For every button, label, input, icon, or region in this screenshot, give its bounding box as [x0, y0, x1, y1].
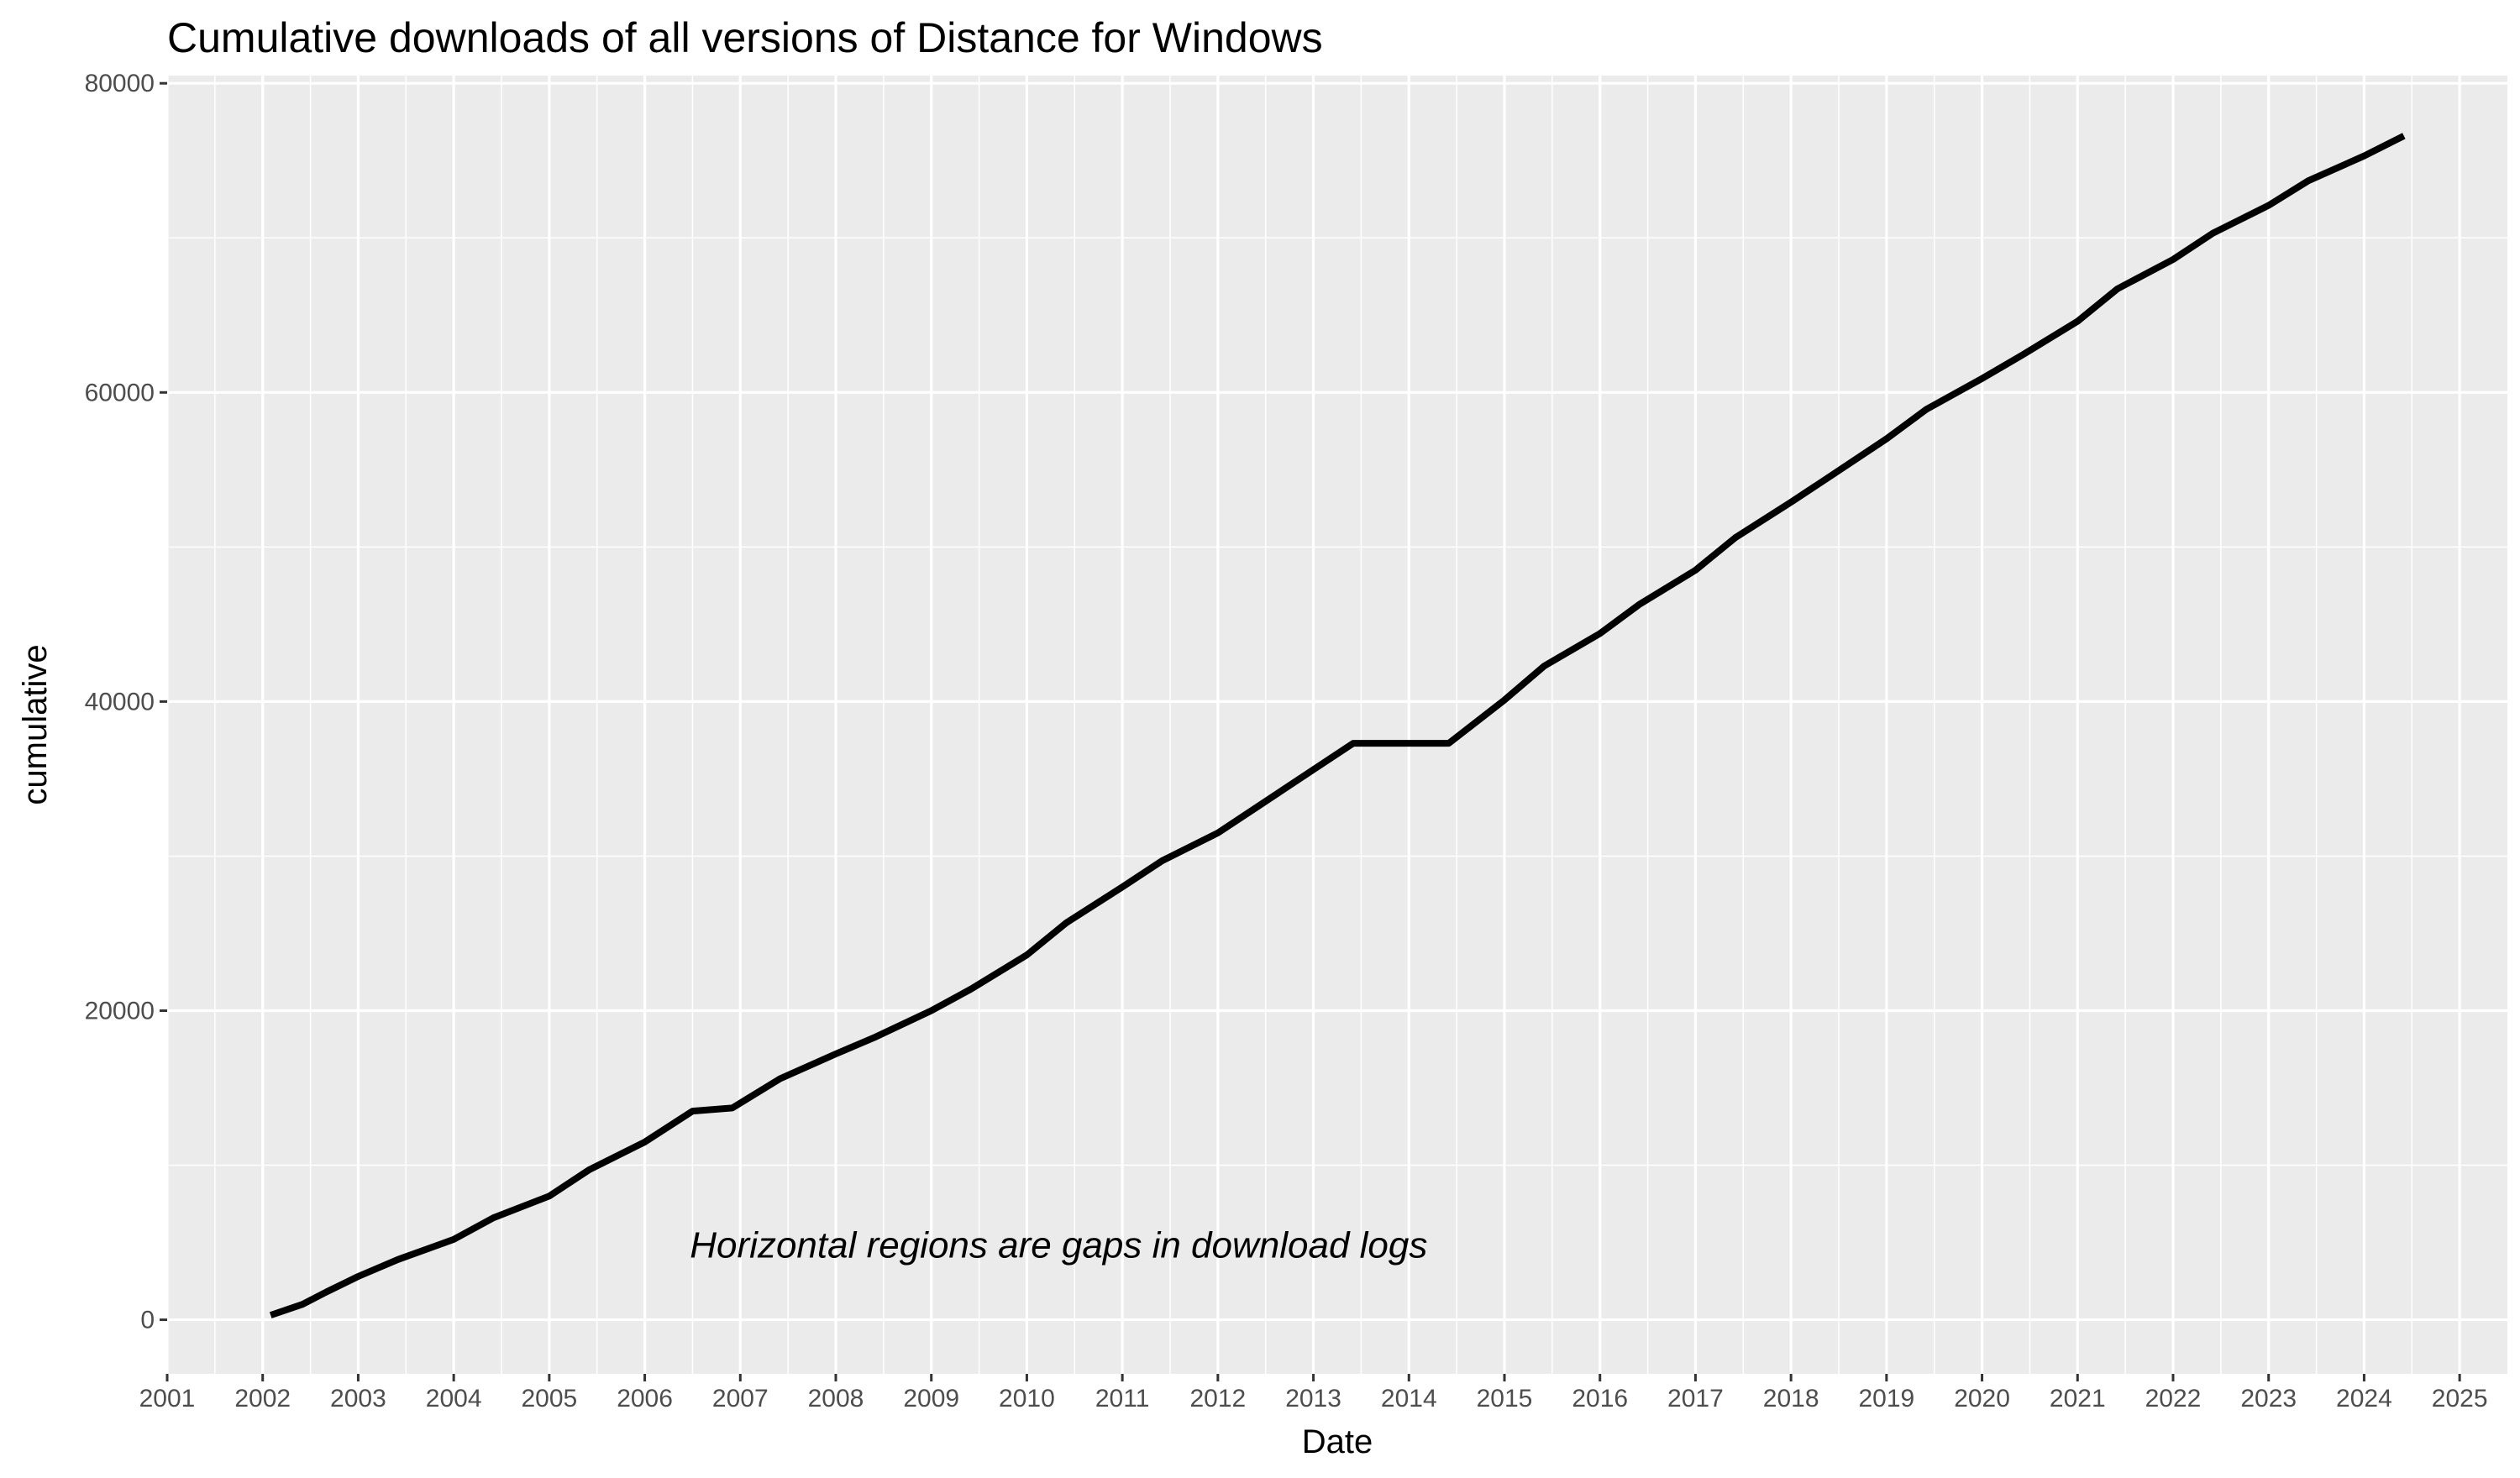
x-tick-label: 2013: [1285, 1385, 1341, 1412]
y-tick-label: 0: [140, 1307, 155, 1334]
x-tick-label: 2006: [617, 1385, 673, 1412]
x-tick-label: 2007: [712, 1385, 769, 1412]
y-tick-label: 60000: [85, 379, 155, 406]
minor-gridlines: [167, 76, 2507, 1374]
x-tick-label: 2004: [426, 1385, 482, 1412]
x-axis-title: Date: [1302, 1423, 1373, 1460]
y-tick-label: 40000: [85, 688, 155, 715]
x-tick-label: 2005: [521, 1385, 577, 1412]
x-tick-label: 2017: [1667, 1385, 1724, 1412]
y-tick-label: 20000: [85, 997, 155, 1025]
x-tick-label: 2003: [330, 1385, 386, 1412]
x-tick-label: 2025: [2432, 1385, 2488, 1412]
cumulative-line: [269, 133, 2406, 1318]
x-tick-label: 2024: [2336, 1385, 2392, 1412]
chart-title: Cumulative downloads of all versions of …: [167, 14, 1323, 61]
axis-ticks: [160, 81, 2461, 1381]
x-tick-label: 2009: [903, 1385, 959, 1412]
y-axis-tick-labels: 0 20000 40000 60000 80000: [85, 70, 155, 1334]
major-gridlines: [165, 76, 2507, 1374]
x-tick-label: 2012: [1189, 1385, 1246, 1412]
x-tick-label: 2001: [139, 1385, 196, 1412]
x-tick-label: 2016: [1572, 1385, 1628, 1412]
x-tick-label: 2020: [1954, 1385, 2010, 1412]
x-tick-label: 2022: [2145, 1385, 2202, 1412]
x-tick-label: 2023: [2240, 1385, 2297, 1412]
x-tick-label: 2011: [1095, 1385, 1150, 1412]
x-tick-label: 2021: [2050, 1385, 2106, 1412]
x-tick-label: 2002: [234, 1385, 291, 1412]
x-tick-label: 2008: [808, 1385, 864, 1412]
x-tick-label: 2010: [999, 1385, 1055, 1412]
x-tick-label: 2019: [1858, 1385, 1914, 1412]
y-axis-title: cumulative: [17, 644, 54, 805]
annotation-text: Horizontal regions are gaps in download …: [690, 1224, 1427, 1266]
x-tick-label: 2014: [1381, 1385, 1437, 1412]
x-tick-label: 2018: [1763, 1385, 1819, 1412]
y-tick-label: 80000: [85, 70, 155, 97]
x-axis-tick-labels: 2001 2002 2003 2004 2005 2006 2007 2008 2009 2010…: [139, 1385, 2488, 1412]
x-tick-label: 2015: [1477, 1385, 1533, 1412]
